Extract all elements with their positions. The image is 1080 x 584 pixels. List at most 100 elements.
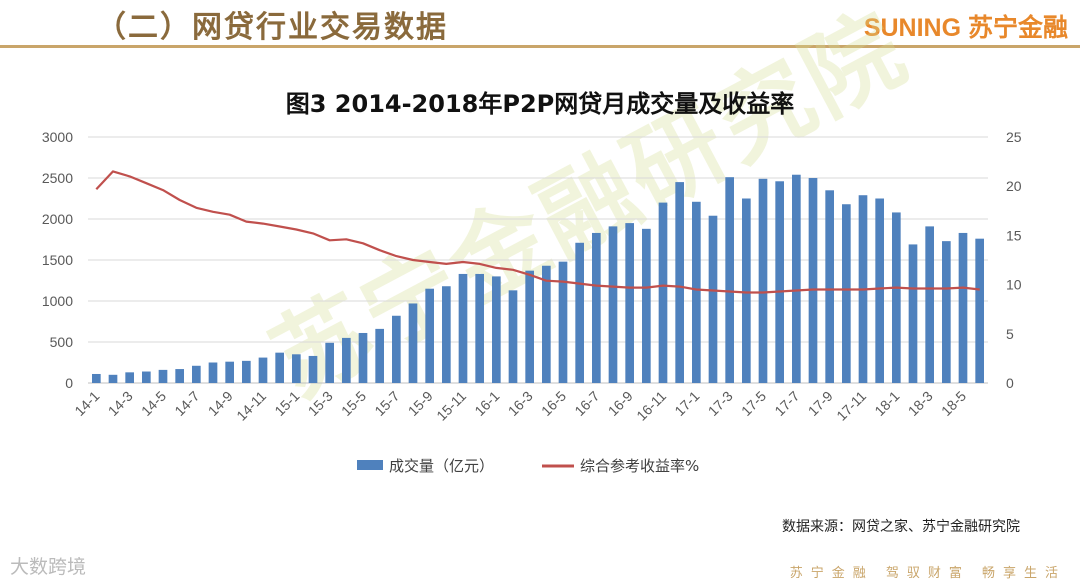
yield-line bbox=[95, 170, 980, 294]
x-tick-label: 16-1 bbox=[471, 388, 502, 419]
bar bbox=[142, 371, 151, 383]
bar bbox=[792, 174, 801, 383]
section-title: （二）网贷行业交易数据 bbox=[96, 10, 448, 45]
x-tick-label: 17-1 bbox=[671, 388, 702, 419]
bar bbox=[508, 290, 518, 383]
bar bbox=[175, 369, 184, 383]
bar bbox=[542, 265, 551, 383]
x-tick-label: 16-9 bbox=[605, 388, 636, 419]
bar bbox=[742, 198, 751, 383]
bar bbox=[158, 369, 168, 383]
bar bbox=[842, 204, 851, 383]
x-tick-label: 16-3 bbox=[505, 388, 536, 419]
x-tick-label: 18-1 bbox=[871, 388, 902, 419]
footer-motto: 苏宁金融 驾驭财富 畅享生活 bbox=[789, 566, 1066, 581]
bar bbox=[375, 328, 384, 383]
bar bbox=[408, 303, 418, 383]
x-tick-label: 16-5 bbox=[538, 388, 569, 419]
x-tick-label: 15-9 bbox=[405, 388, 436, 419]
x-tick-label: 14-11 bbox=[233, 388, 269, 424]
legend-bar-swatch bbox=[357, 460, 383, 470]
bar bbox=[808, 178, 818, 383]
bar bbox=[392, 315, 401, 383]
bar bbox=[892, 212, 901, 383]
bar bbox=[725, 177, 734, 383]
y-left-tick-label: 500 bbox=[50, 334, 74, 350]
bar bbox=[775, 181, 784, 383]
bar bbox=[758, 178, 768, 383]
bar bbox=[975, 238, 984, 383]
header-divider bbox=[0, 45, 1080, 48]
bar bbox=[292, 354, 301, 383]
bar bbox=[192, 365, 201, 383]
bar-series bbox=[92, 174, 984, 383]
bar bbox=[558, 261, 568, 383]
bar bbox=[208, 362, 218, 383]
chart-title: 图3 2014-2018年P2P网贷月成交量及收益率 bbox=[285, 90, 795, 118]
y-right-tick-label: 10 bbox=[1006, 277, 1022, 293]
bar bbox=[342, 337, 351, 383]
x-tick-label: 16-7 bbox=[571, 388, 602, 419]
bar bbox=[258, 357, 268, 383]
bar bbox=[325, 342, 334, 383]
bar bbox=[925, 226, 934, 383]
brand-logo: SUNING 苏宁金融 bbox=[863, 14, 1068, 42]
x-tick-label: 18-5 bbox=[938, 388, 969, 419]
y-right-tick-label: 5 bbox=[1006, 326, 1014, 342]
legend-line-label: 综合参考收益率% bbox=[580, 457, 699, 475]
bar bbox=[575, 242, 584, 383]
x-tick-label: 18-3 bbox=[905, 388, 936, 419]
bar bbox=[442, 286, 451, 383]
x-tick-label: 14-9 bbox=[205, 388, 236, 419]
grid-lines bbox=[88, 136, 988, 384]
data-source-note: 数据来源：网贷之家、苏宁金融研究院 bbox=[782, 519, 1020, 535]
bar bbox=[625, 223, 634, 383]
x-tick-label: 14-7 bbox=[171, 388, 202, 419]
x-tick-label: 17-3 bbox=[705, 388, 736, 419]
y-right-tick-label: 15 bbox=[1006, 227, 1022, 243]
bar bbox=[358, 332, 368, 383]
x-tick-label: 14-5 bbox=[138, 388, 169, 419]
y-left-tick-label: 1500 bbox=[42, 252, 73, 268]
bar bbox=[592, 232, 601, 383]
x-tick-label: 15-11 bbox=[433, 388, 469, 424]
x-tick-label: 17-5 bbox=[738, 388, 769, 419]
bar bbox=[308, 355, 318, 383]
y-left-tick-label: 2000 bbox=[42, 211, 73, 227]
x-tick-label: 16-11 bbox=[633, 388, 669, 424]
bar bbox=[692, 201, 701, 383]
bar bbox=[875, 198, 884, 383]
x-tick-label: 14-3 bbox=[105, 388, 136, 419]
bar bbox=[658, 202, 668, 383]
x-tick-label: 17-7 bbox=[771, 388, 802, 419]
y-right-tick-label: 20 bbox=[1006, 178, 1022, 194]
bar bbox=[708, 215, 718, 383]
bar bbox=[242, 360, 251, 383]
bar bbox=[825, 190, 834, 383]
bar bbox=[525, 270, 534, 383]
x-tick-label: 15-3 bbox=[305, 388, 336, 419]
x-tick-label: 17-9 bbox=[805, 388, 836, 419]
bar bbox=[908, 244, 918, 383]
bar bbox=[958, 232, 968, 383]
bar bbox=[608, 226, 618, 383]
y-right-tick-label: 25 bbox=[1006, 129, 1022, 145]
bar bbox=[642, 228, 651, 383]
bar bbox=[425, 288, 434, 383]
bar bbox=[225, 361, 234, 383]
bar bbox=[125, 372, 134, 383]
line-series bbox=[95, 170, 980, 294]
y-left-tick-label: 3000 bbox=[42, 129, 73, 145]
bar bbox=[92, 373, 101, 383]
x-tick-label: 17-11 bbox=[833, 388, 869, 424]
bar bbox=[458, 273, 468, 383]
y-left-tick-label: 0 bbox=[65, 375, 73, 391]
x-tick-label: 15-1 bbox=[271, 388, 302, 419]
y-left-tick-label: 1000 bbox=[42, 293, 73, 309]
corner-logo: 大数跨境 bbox=[10, 556, 87, 578]
x-tick-label: 15-7 bbox=[371, 388, 402, 419]
bar bbox=[492, 276, 501, 383]
y-right-tick-label: 0 bbox=[1006, 375, 1014, 391]
bar bbox=[675, 182, 684, 383]
